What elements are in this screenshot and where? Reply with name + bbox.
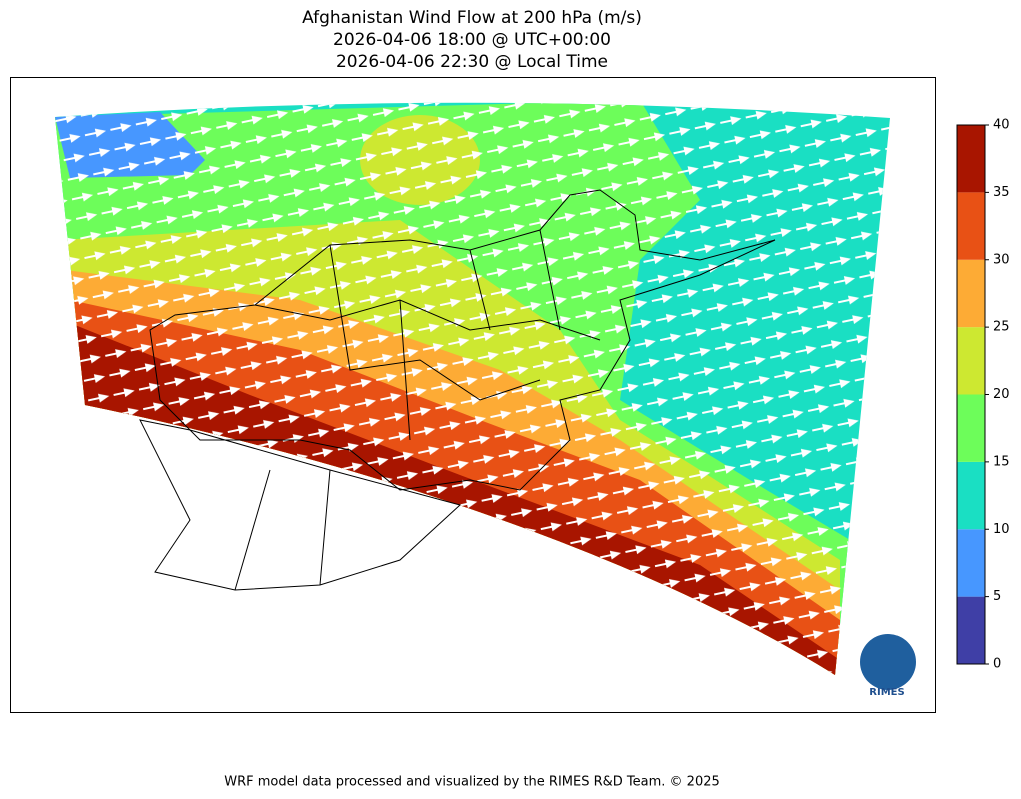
colorbar-tick-label: 30 [993,252,1010,267]
title-line: 2026-04-06 22:30 @ Local Time [336,52,608,72]
colorbar-segment [957,259,985,328]
map-frame [10,77,936,713]
logo-emblem [860,634,916,690]
colorbar-tick-label: 5 [993,589,1001,604]
colorbar-segment [957,529,985,597]
boundaries [139,189,776,591]
logo-text: RIMES [869,687,904,698]
colorbar-segment [957,125,985,193]
colorbar-tick-label: 20 [993,387,1010,402]
colorbar-segment [957,327,985,395]
title-line: Afghanistan Wind Flow at 200 hPa (m/s) [302,8,642,28]
title-line: 2026-04-06 18:00 @ UTC+00:00 [333,30,611,50]
colorbar-tick-label: 15 [993,454,1010,469]
footer: WRF model data processed and visualized … [224,775,720,790]
colorbar-segment [957,192,985,260]
colorbar-tick-label: 0 [993,657,1001,672]
colorbar-segment [957,461,985,530]
colorbar-segment [957,596,985,664]
colorbar-tick-label: 25 [993,320,1010,335]
colorbar-tick-label: 35 [993,185,1010,200]
colorbar-tick-label: 10 [993,522,1010,537]
colorbar: 0 5 10 15 20 25 30 35 40 [956,118,1010,672]
colorbar-tick-label: 40 [993,118,1010,133]
wind-field [55,102,890,675]
colorbar-segment [957,394,985,462]
